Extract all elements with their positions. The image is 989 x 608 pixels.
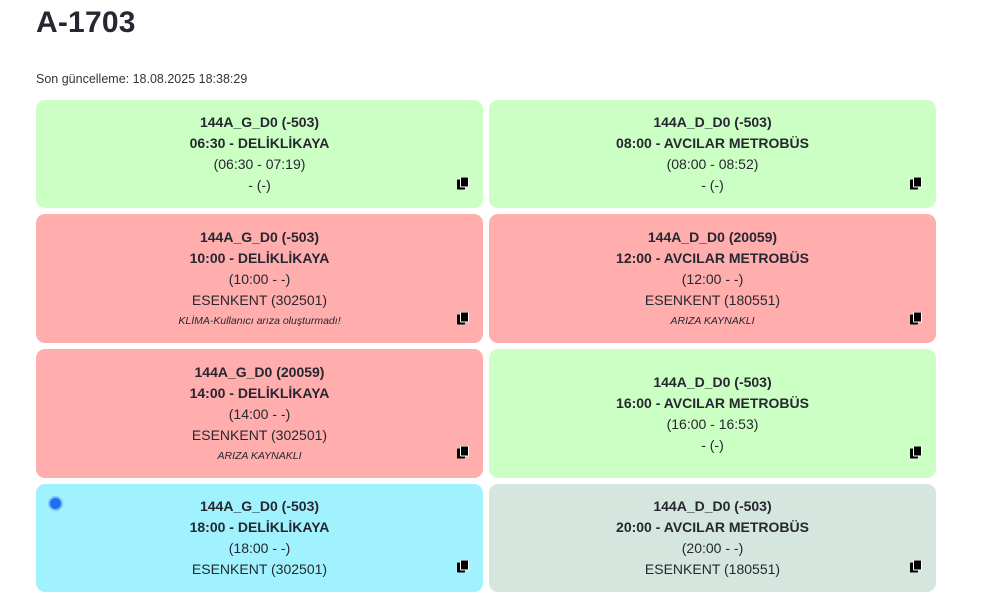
current-trip-indicator	[50, 498, 61, 509]
trip-departure: 06:30 - DELİKLİKAYA	[189, 135, 330, 151]
trip-card[interactable]: 144A_G_D0 (-503) 06:30 - DELİKLİKAYA (06…	[36, 100, 483, 208]
last-update-text: Son güncelleme: 18.08.2025 18:38:29	[36, 72, 248, 86]
trip-time-range: (14:00 - -)	[228, 405, 291, 422]
trip-route-code: 144A_D_D0 (-503)	[653, 114, 772, 130]
trip-card[interactable]: 144A_G_D0 (20059) 14:00 - DELİKLİKAYA (1…	[36, 349, 483, 478]
trip-grid: 144A_G_D0 (-503) 06:30 - DELİKLİKAYA (06…	[36, 100, 936, 592]
trip-route-code: 144A_G_D0 (-503)	[199, 228, 320, 245]
copy-icon[interactable]	[457, 312, 469, 325]
trip-card[interactable]: 144A_G_D0 (-503) 10:00 - DELİKLİKAYA (10…	[36, 214, 483, 343]
trip-vehicle: ESENKENT (302501)	[191, 426, 328, 443]
copy-icon[interactable]	[910, 560, 922, 573]
trip-time-range: (08:00 - 08:52)	[666, 156, 759, 172]
trip-route-code: 144A_G_D0 (-503)	[199, 114, 320, 130]
trip-route-code: 144A_D_D0 (-503)	[653, 498, 772, 514]
trip-time-range: (16:00 - 16:53)	[666, 415, 759, 432]
trip-time-range: (10:00 - -)	[228, 270, 291, 287]
trip-vehicle: ESENKENT (302501)	[191, 561, 328, 577]
copy-icon[interactable]	[910, 177, 922, 190]
trip-time-range: (18:00 - -)	[228, 540, 291, 556]
trip-departure: 18:00 - DELİKLİKAYA	[189, 519, 330, 535]
trip-departure: 08:00 - AVCILAR METROBÜS	[616, 135, 809, 151]
trip-vehicle: ESENKENT (180551)	[644, 561, 781, 577]
trip-vehicle: ESENKENT (302501)	[191, 291, 328, 308]
trip-vehicle: ESENKENT (180551)	[644, 291, 781, 308]
trip-route-code: 144A_D_D0 (-503)	[653, 373, 772, 390]
trip-card[interactable]: 144A_D_D0 (-503) 16:00 - AVCILAR METROBÜ…	[489, 349, 936, 478]
trip-vehicle: - (-)	[701, 177, 724, 193]
trip-departure: 14:00 - DELİKLİKAYA	[189, 384, 330, 401]
trip-departure: 12:00 - AVCILAR METROBÜS	[616, 249, 809, 266]
trip-card[interactable]: 144A_D_D0 (20059) 12:00 - AVCILAR METROB…	[489, 214, 936, 343]
trip-departure: 10:00 - DELİKLİKAYA	[189, 249, 330, 266]
trip-card[interactable]: 144A_G_D0 (-503) 18:00 - DELİKLİKAYA (18…	[36, 484, 483, 592]
page-title: A-1703	[36, 6, 136, 39]
copy-icon[interactable]	[457, 560, 469, 573]
trip-route-code: 144A_G_D0 (20059)	[194, 363, 325, 380]
trip-time-range: (12:00 - -)	[681, 270, 744, 287]
trip-vehicle: - (-)	[248, 177, 271, 193]
trip-card[interactable]: 144A_D_D0 (-503) 20:00 - AVCILAR METROBÜ…	[489, 484, 936, 592]
trip-time-range: (20:00 - -)	[681, 540, 744, 556]
copy-icon[interactable]	[457, 446, 469, 459]
trip-note: ARIZA KAYNAKLI	[670, 314, 755, 327]
copy-icon[interactable]	[910, 446, 922, 459]
trip-departure: 16:00 - AVCILAR METROBÜS	[616, 394, 809, 411]
trip-departure: 20:00 - AVCILAR METROBÜS	[616, 519, 809, 535]
trip-note: ARIZA KAYNAKLI	[217, 449, 302, 462]
copy-icon[interactable]	[457, 177, 469, 190]
trip-vehicle: - (-)	[701, 436, 724, 453]
trip-route-code: 144A_G_D0 (-503)	[199, 498, 320, 514]
trip-route-code: 144A_D_D0 (20059)	[647, 228, 778, 245]
trip-card[interactable]: 144A_D_D0 (-503) 08:00 - AVCILAR METROBÜ…	[489, 100, 936, 208]
trip-note: KLİMA-Kullanıcı arıza oluşturmadı!	[178, 314, 341, 327]
copy-icon[interactable]	[910, 312, 922, 325]
trip-time-range: (06:30 - 07:19)	[213, 156, 306, 172]
